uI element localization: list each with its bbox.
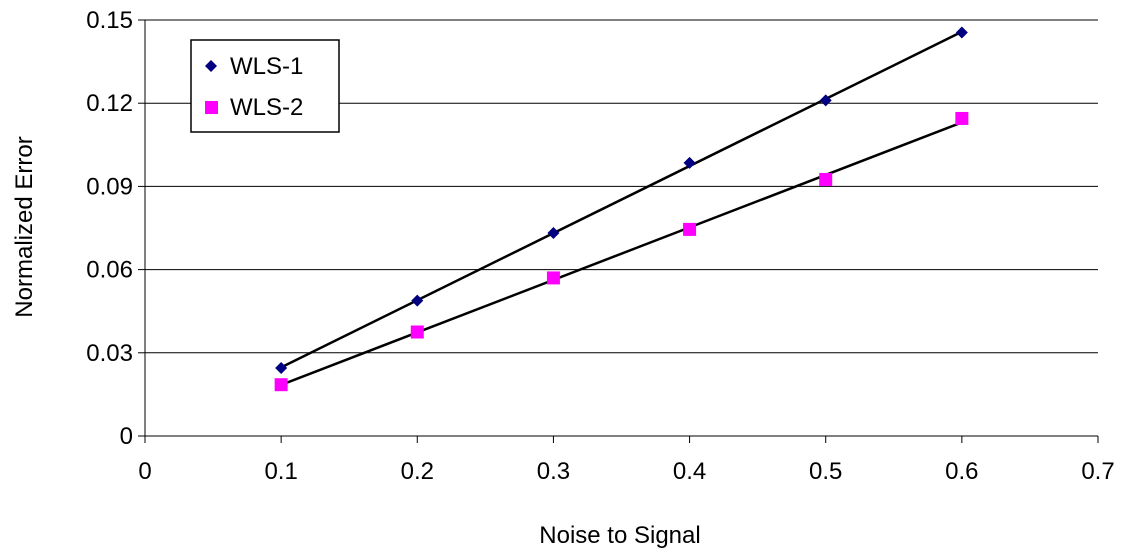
y-axis-title: Normalized Error	[11, 136, 38, 317]
x-axis-title: Noise to Signal	[539, 522, 700, 549]
x-tick-label-2: 0.2	[401, 458, 434, 485]
x-tick-label-4: 0.4	[673, 458, 706, 485]
marker-series-1-point-5	[819, 94, 832, 107]
marker-series-2-point-6	[955, 111, 969, 125]
x-tick-label-0: 0	[138, 458, 151, 485]
marker-series-1-point-2	[411, 294, 424, 307]
marker-series-1-point-4	[683, 156, 696, 169]
data-markers	[274, 26, 969, 392]
trendline-series-1	[280, 30, 963, 369]
marker-series-1-point-1	[275, 362, 288, 375]
marker-series-2-point-4	[683, 222, 697, 236]
trendlines	[280, 30, 963, 387]
y-tick-label-0: 0	[120, 423, 133, 450]
marker-series-1-point-3	[547, 226, 560, 239]
legend-marker-wls-1	[205, 60, 217, 72]
legend-label-wls-1: WLS-1	[230, 53, 303, 80]
x-tick-label-7: 0.7	[1081, 458, 1114, 485]
x-tick-label-3: 0.3	[537, 458, 570, 485]
marker-series-1-point-6	[955, 26, 968, 39]
y-tick-label-2: 0.06	[86, 257, 133, 284]
axes	[138, 19, 1099, 443]
legend-item-wls-2: WLS-2	[205, 94, 303, 121]
x-tick-label-5: 0.5	[809, 458, 842, 485]
y-tick-label-1: 0.03	[86, 340, 133, 367]
y-tick-label-4: 0.12	[86, 90, 133, 117]
marker-series-2-point-3	[546, 271, 560, 285]
x-tick-label-1: 0.1	[264, 458, 297, 485]
x-tick-label-6: 0.6	[945, 458, 978, 485]
marker-series-2-point-5	[819, 172, 833, 186]
legend-label-wls-2: WLS-2	[230, 94, 303, 121]
legend-box	[190, 39, 340, 133]
tick-labels: 0 0.03 0.06 0.09 0.12 0.15 0 0.1 0.2 0.3 0.4 0.5 0.6…	[86, 7, 1114, 485]
y-tick-label-3: 0.09	[86, 173, 133, 200]
legend-marker-wls-2	[205, 101, 218, 114]
trendline-series-2	[280, 121, 963, 387]
marker-series-2-point-1	[274, 378, 288, 392]
legend: WLS-1 WLS-2	[190, 39, 340, 133]
y-tick-label-5: 0.15	[86, 7, 133, 34]
marker-series-2-point-2	[410, 325, 424, 339]
legend-item-wls-1: WLS-1	[205, 53, 303, 80]
